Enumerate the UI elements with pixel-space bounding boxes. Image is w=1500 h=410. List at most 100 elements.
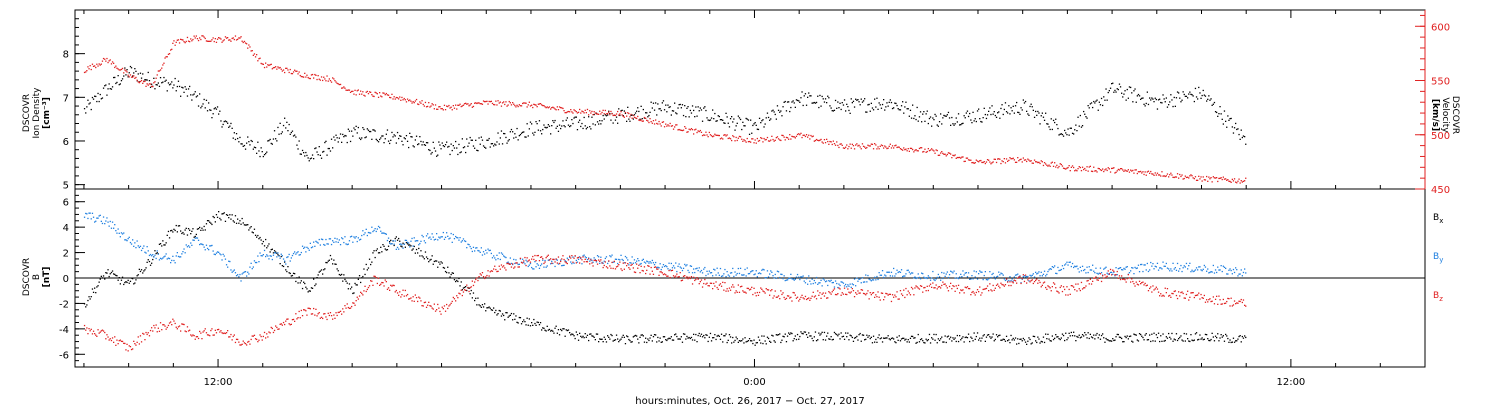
density-point: [318, 146, 320, 148]
density-point: [458, 143, 460, 146]
by-point: [536, 263, 538, 265]
velocity-point: [890, 147, 893, 149]
velocity-point: [1037, 161, 1039, 164]
bx-point: [712, 337, 714, 339]
bz-point: [748, 289, 751, 291]
velocity-point: [762, 141, 764, 143]
velocity-point: [574, 110, 576, 112]
density-point: [640, 105, 642, 107]
density-point: [459, 152, 461, 154]
density-point: [618, 108, 620, 110]
bz-point: [367, 286, 370, 289]
density-point: [914, 115, 916, 117]
by-point: [387, 237, 390, 239]
velocity-point: [551, 107, 553, 109]
by-point: [1125, 266, 1127, 268]
bx-point: [137, 274, 139, 276]
bx-point: [1076, 335, 1078, 338]
velocity-point: [791, 135, 793, 137]
by-point: [241, 273, 243, 275]
by-point: [1039, 275, 1041, 277]
velocity-point: [413, 102, 415, 104]
density-point: [234, 138, 237, 141]
velocity-point: [849, 143, 851, 145]
bz-point: [362, 294, 364, 296]
velocity-point: [373, 95, 375, 98]
bx-point: [947, 335, 950, 337]
bx-point: [1116, 333, 1118, 336]
bx-point: [94, 287, 96, 289]
velocity-point: [761, 137, 763, 140]
velocity-point: [814, 139, 817, 142]
bx-point: [86, 304, 88, 306]
density-point: [434, 150, 437, 152]
velocity-point: [642, 120, 644, 122]
density-point: [1180, 101, 1182, 103]
density-point: [88, 103, 90, 105]
velocity-point: [491, 102, 494, 105]
density-point: [799, 101, 801, 103]
bx-point: [1159, 340, 1161, 343]
density-point: [621, 109, 623, 111]
bx-point: [1023, 339, 1026, 341]
by-point: [1166, 267, 1169, 269]
density-point: [526, 123, 528, 125]
density-point: [415, 135, 418, 137]
density-point: [109, 88, 111, 90]
velocity-point: [561, 107, 563, 109]
bx-point: [1093, 334, 1095, 336]
by-point: [642, 258, 644, 260]
by-point: [974, 276, 976, 278]
velocity-point: [732, 135, 734, 137]
bx-point: [557, 329, 560, 331]
density-point: [227, 122, 229, 124]
bx-point: [918, 341, 921, 343]
bz-point: [275, 325, 277, 327]
by-point: [592, 261, 594, 263]
density-point: [114, 76, 116, 79]
velocity-point: [1014, 161, 1017, 163]
bz-point: [534, 254, 536, 257]
velocity-point: [970, 159, 972, 161]
velocity-point: [336, 82, 338, 84]
bx-point: [1064, 339, 1066, 342]
by-point: [151, 255, 153, 257]
bz-point: [732, 284, 734, 286]
bz-point: [365, 290, 367, 293]
bz-point: [456, 295, 458, 297]
by-point: [722, 275, 724, 277]
bz-point: [460, 289, 462, 291]
bx-point: [1230, 341, 1232, 344]
density-point: [1181, 99, 1183, 101]
bz-point: [303, 309, 305, 311]
bx-point: [1037, 336, 1039, 338]
velocity-point: [1218, 177, 1220, 180]
bx-point: [632, 336, 634, 338]
bz-point: [653, 266, 656, 268]
velocity-point: [419, 101, 421, 103]
velocity-point: [163, 62, 165, 64]
bz-point: [672, 275, 675, 277]
by-point: [582, 255, 584, 257]
density-point: [1225, 120, 1227, 122]
bz-point: [535, 260, 537, 262]
by-point: [615, 258, 618, 260]
bx-point: [1180, 335, 1182, 337]
velocity-point: [868, 145, 870, 147]
density-point: [520, 132, 523, 134]
velocity-point: [1201, 180, 1203, 182]
density-point: [430, 153, 432, 155]
by-point: [1111, 271, 1113, 274]
bx-point: [227, 214, 229, 216]
bx-point: [128, 282, 130, 284]
bz-point: [548, 259, 551, 261]
density-point: [338, 137, 340, 139]
density-point: [89, 102, 91, 104]
velocity-point: [770, 139, 772, 141]
bz-point: [224, 332, 227, 335]
velocity-point: [667, 124, 669, 126]
density-point: [771, 110, 773, 112]
velocity-point: [765, 138, 767, 141]
velocity-point: [936, 149, 938, 152]
velocity-point: [119, 69, 121, 71]
